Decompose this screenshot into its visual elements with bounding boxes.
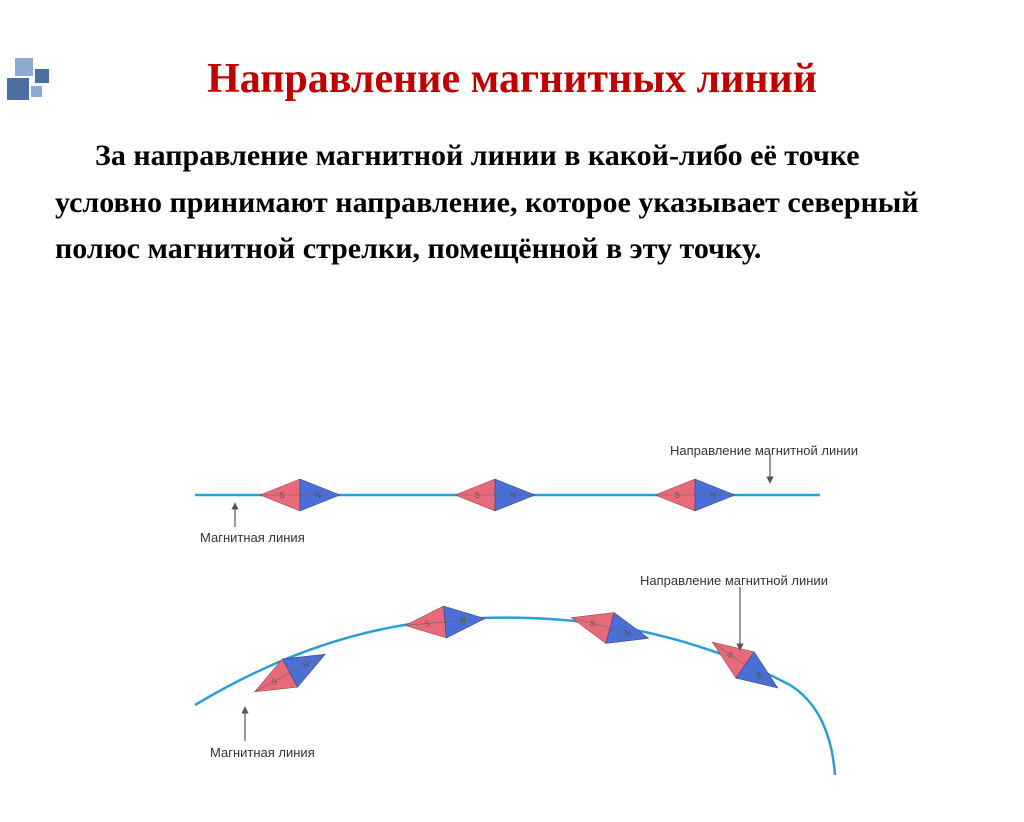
body-paragraph: За направление магнитной линии в какой-л…: [0, 133, 1024, 273]
svg-text:S: S: [674, 491, 679, 500]
svg-text:N: N: [510, 491, 516, 500]
magnetic-lines-diagram: SNSNSNSNSNSNSN: [0, 435, 1024, 815]
svg-text:N: N: [315, 491, 321, 500]
svg-text:S: S: [474, 491, 479, 500]
line-label-1: Магнитная линия: [200, 530, 305, 545]
direction-label-2: Направление магнитной линии: [640, 573, 828, 588]
svg-text:S: S: [279, 491, 284, 500]
svg-text:S: S: [424, 619, 430, 628]
page-title: Направление магнитных линий: [0, 55, 1024, 103]
line-label-2: Магнитная линия: [210, 745, 315, 760]
svg-text:N: N: [460, 616, 467, 625]
corner-decoration: [0, 55, 100, 125]
svg-text:N: N: [710, 491, 716, 500]
diagram-area: SNSNSNSNSNSNSN Направление магнитной лин…: [0, 435, 1024, 815]
direction-label-1: Направление магнитной линии: [670, 443, 858, 458]
